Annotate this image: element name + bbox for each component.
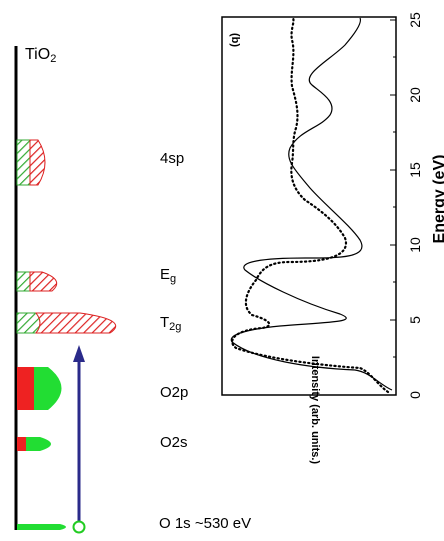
energy-tick-10: 10 — [406, 237, 423, 253]
intensity-axis-label: Intensity (arb. units.) — [309, 355, 321, 465]
compound-label: TiO2 — [25, 46, 57, 65]
energy-tick-5: 5 — [406, 316, 423, 324]
band-o2s — [17, 437, 51, 451]
energy-tick-15: 15 — [406, 162, 423, 178]
level-label-t2g: T2g — [160, 314, 182, 333]
calculated-spectrum-line — [230, 17, 393, 391]
core-hole-circle — [72, 520, 86, 534]
band-t2g — [16, 312, 117, 334]
spectrum-frame — [221, 16, 397, 396]
band-o2p — [17, 367, 62, 410]
energy-axis-title: Energy (eV) — [431, 154, 444, 244]
band-4sp — [16, 139, 46, 186]
energy-tick-0: 0 — [406, 391, 423, 399]
band-eg — [16, 271, 58, 292]
energy-ticks — [390, 19, 396, 396]
excitation-arrow — [72, 345, 86, 534]
energy-tick-25: 25 — [406, 12, 423, 28]
energy-tick-20: 20 — [406, 87, 423, 103]
panel-tag: (b) — [229, 32, 242, 48]
experimental-spectrum-dots — [231, 16, 390, 394]
level-label-o2s: O2s — [160, 434, 188, 451]
level-label-4sp: 4sp — [160, 150, 185, 167]
core-level-o1s — [17, 524, 66, 530]
level-label-o1s: O 1s ~530 eV — [159, 515, 252, 532]
level-label-o2p: O2p — [160, 384, 189, 401]
level-label-eg: Eg — [160, 266, 177, 285]
